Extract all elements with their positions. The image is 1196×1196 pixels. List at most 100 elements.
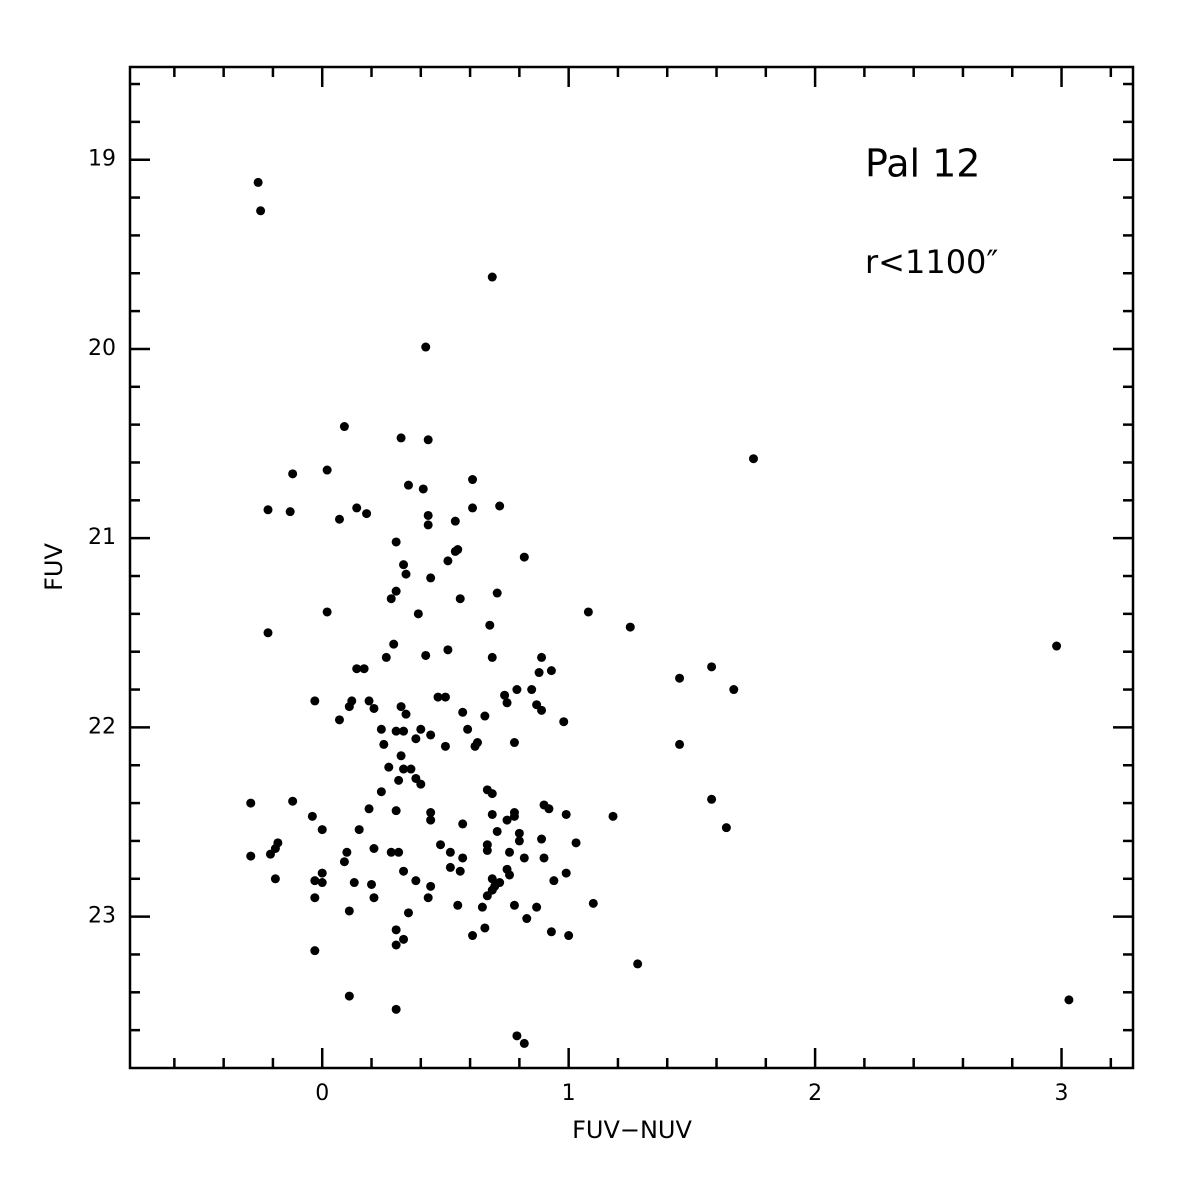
point [334, 715, 344, 725]
point [707, 794, 717, 804]
point [519, 1038, 529, 1048]
y-tick-label: 19 [88, 147, 116, 172]
point [423, 435, 433, 445]
point [426, 573, 436, 583]
point [519, 853, 529, 863]
point [707, 662, 717, 672]
point [413, 609, 423, 619]
x-tick-label: 2 [808, 1081, 822, 1106]
point [253, 177, 263, 187]
point [263, 628, 273, 638]
point [458, 853, 468, 863]
point [633, 959, 643, 969]
point [265, 849, 275, 859]
point [443, 556, 453, 566]
x-axis-label: FUV−NUV [572, 1116, 692, 1144]
point [546, 927, 556, 937]
point [369, 843, 379, 853]
point [270, 874, 280, 884]
point [362, 509, 372, 519]
point [445, 847, 455, 857]
point [285, 507, 295, 517]
point [509, 900, 519, 910]
point [344, 906, 354, 916]
point [396, 433, 406, 443]
point [534, 668, 544, 678]
point [317, 878, 327, 888]
point [549, 876, 559, 886]
point [1064, 995, 1074, 1005]
point [423, 520, 433, 530]
point [394, 775, 404, 785]
point [396, 751, 406, 761]
point [386, 594, 396, 604]
chart-title: Pal 12 [865, 142, 980, 186]
point [399, 726, 409, 736]
point [411, 876, 421, 886]
point [256, 206, 266, 216]
point [487, 652, 497, 662]
point [391, 806, 401, 816]
point [468, 931, 478, 941]
point [445, 862, 455, 872]
point [376, 787, 386, 797]
point [369, 703, 379, 713]
point [391, 726, 401, 736]
point [505, 870, 515, 880]
point [352, 503, 362, 513]
point [394, 847, 404, 857]
point [537, 652, 547, 662]
point [379, 739, 389, 749]
point [391, 940, 401, 950]
point [344, 991, 354, 1001]
point [455, 866, 465, 876]
point [514, 836, 524, 846]
point [537, 705, 547, 715]
point [310, 946, 320, 956]
point [487, 789, 497, 799]
point [403, 908, 413, 918]
point [344, 702, 354, 712]
point [625, 622, 635, 632]
point [401, 709, 411, 719]
point [349, 878, 359, 888]
point [458, 707, 468, 717]
annotation: r<1100″ [865, 243, 998, 281]
point [468, 475, 478, 485]
point [458, 819, 468, 829]
point [246, 851, 256, 861]
point [367, 879, 377, 889]
point [532, 902, 542, 912]
point [421, 342, 431, 352]
point [246, 798, 256, 808]
point [339, 422, 349, 432]
point [675, 739, 685, 749]
point [468, 503, 478, 513]
point [571, 838, 581, 848]
point [608, 811, 618, 821]
point [450, 516, 460, 526]
point [537, 834, 547, 844]
point [502, 698, 512, 708]
point [310, 876, 320, 886]
x-tick-label: 3 [1055, 1081, 1069, 1106]
point [463, 724, 473, 734]
point [527, 685, 537, 695]
point [472, 738, 482, 748]
point [386, 847, 396, 857]
point [559, 717, 569, 727]
point [401, 569, 411, 579]
point [509, 811, 519, 821]
point [423, 510, 433, 520]
plot-frame [128, 65, 1135, 1070]
point [480, 923, 490, 933]
point [421, 650, 431, 660]
y-tick-label: 20 [88, 336, 116, 361]
point [522, 914, 532, 924]
point [450, 546, 460, 556]
point [339, 857, 349, 867]
point [564, 931, 574, 941]
point [317, 825, 327, 835]
point [544, 804, 554, 814]
point [502, 815, 512, 825]
